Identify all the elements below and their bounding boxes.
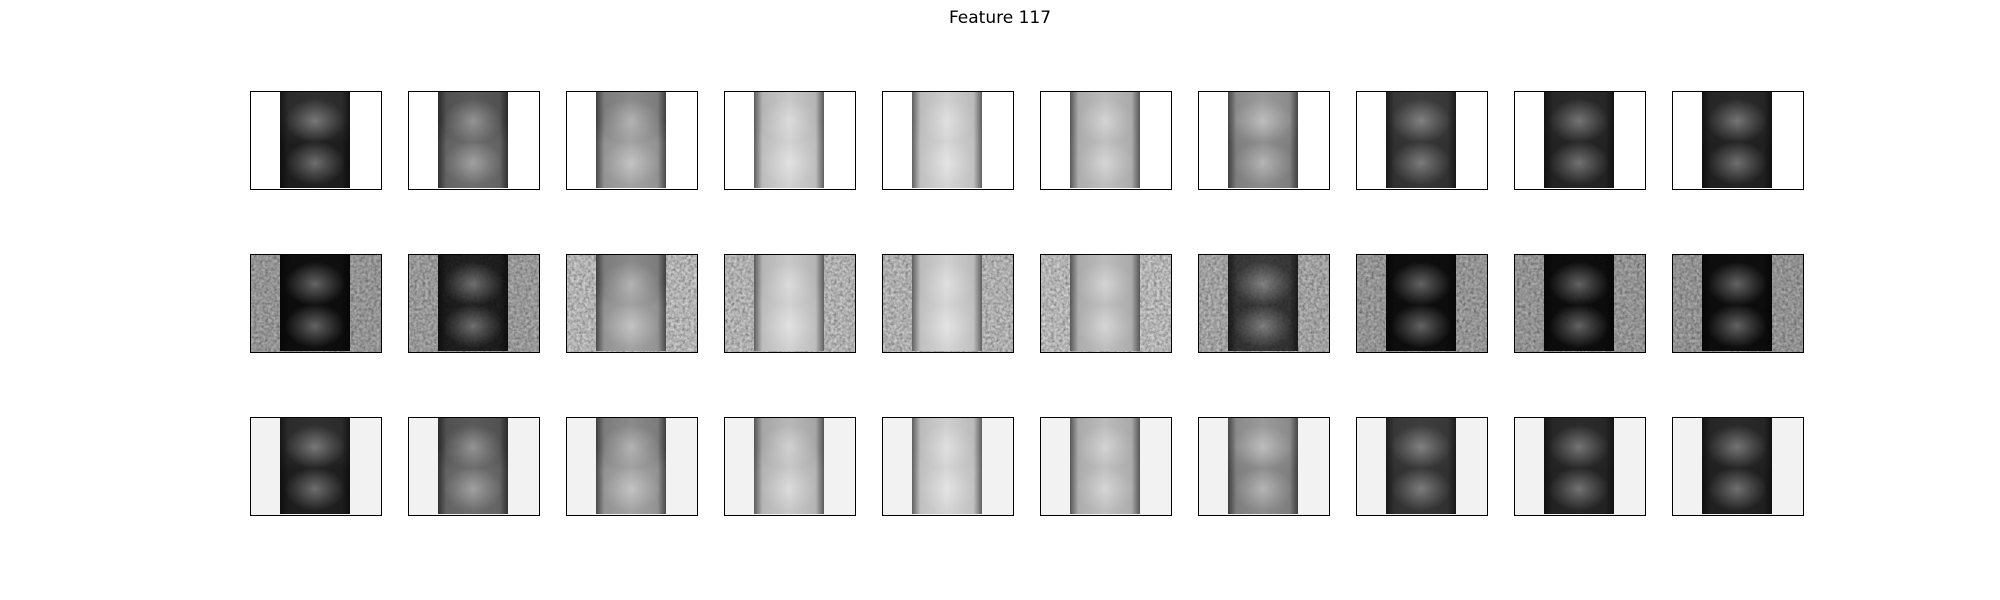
panel-shading xyxy=(912,418,982,514)
panel-border xyxy=(882,91,1014,190)
feature-panel xyxy=(1356,91,1488,190)
panel-shading xyxy=(1702,255,1772,351)
feature-panel xyxy=(724,91,856,190)
panel-shading xyxy=(1544,255,1614,351)
feature-panel xyxy=(1040,254,1172,353)
feature-panel xyxy=(566,417,698,516)
feature-panel xyxy=(1040,91,1172,190)
feature-panel xyxy=(724,417,856,516)
panel-shading xyxy=(280,92,350,188)
panel-border xyxy=(250,254,382,353)
panel-shading xyxy=(1544,418,1614,514)
panel-border xyxy=(882,417,1014,516)
panel-border xyxy=(1514,417,1646,516)
panel-shading xyxy=(912,255,982,351)
feature-panel xyxy=(1198,91,1330,190)
panel-border xyxy=(1672,417,1804,516)
panel-border xyxy=(724,417,856,516)
panel-border xyxy=(724,91,856,190)
panel-border xyxy=(1514,254,1646,353)
panel-shading xyxy=(912,92,982,188)
panel-shading xyxy=(754,418,824,514)
panel-shading xyxy=(1386,92,1456,188)
panel-border xyxy=(408,254,540,353)
panel-shading xyxy=(754,92,824,188)
feature-panel xyxy=(1356,254,1488,353)
panel-border xyxy=(408,91,540,190)
panel-shading xyxy=(1386,255,1456,351)
panel-border xyxy=(1040,91,1172,190)
feature-panel xyxy=(250,91,382,190)
panel-border xyxy=(566,417,698,516)
panel-border xyxy=(1198,417,1330,516)
panel-border xyxy=(1198,91,1330,190)
panel-border xyxy=(1672,254,1804,353)
panel-border xyxy=(566,91,698,190)
feature-panel xyxy=(724,254,856,353)
feature-panel xyxy=(1198,254,1330,353)
panel-shading xyxy=(1544,92,1614,188)
feature-panel xyxy=(1198,417,1330,516)
feature-panel xyxy=(566,91,698,190)
feature-panel xyxy=(250,254,382,353)
feature-panel xyxy=(408,254,540,353)
panel-shading xyxy=(438,255,508,351)
feature-panel xyxy=(882,254,1014,353)
feature-panel xyxy=(1672,417,1804,516)
feature-panel xyxy=(1040,417,1172,516)
feature-panel xyxy=(1514,91,1646,190)
panel-shading xyxy=(438,92,508,188)
feature-panel xyxy=(1672,254,1804,353)
feature-panel xyxy=(882,91,1014,190)
panel-shading xyxy=(596,92,666,188)
panel-border xyxy=(724,254,856,353)
feature-panel xyxy=(250,417,382,516)
panel-shading xyxy=(1228,255,1298,351)
panel-shading xyxy=(596,418,666,514)
panel-border xyxy=(1672,91,1804,190)
panel-border xyxy=(1514,91,1646,190)
panel-border xyxy=(250,417,382,516)
panel-border xyxy=(1198,254,1330,353)
feature-panel xyxy=(408,417,540,516)
feature-panel xyxy=(1356,417,1488,516)
feature-panel xyxy=(882,417,1014,516)
panel-shading xyxy=(1228,92,1298,188)
figure-title: Feature 117 xyxy=(948,8,1052,28)
panel-border xyxy=(1040,254,1172,353)
panel-shading xyxy=(280,418,350,514)
feature-panel xyxy=(1514,254,1646,353)
panel-border xyxy=(1040,417,1172,516)
panel-border xyxy=(1356,254,1488,353)
panel-shading xyxy=(1070,255,1140,351)
panel-shading xyxy=(754,255,824,351)
feature-panel xyxy=(1514,417,1646,516)
panel-border xyxy=(1356,417,1488,516)
panel-border xyxy=(882,254,1014,353)
panel-shading xyxy=(1070,92,1140,188)
feature-panel xyxy=(566,254,698,353)
panel-shading xyxy=(280,255,350,351)
panel-shading xyxy=(1702,418,1772,514)
panel-border xyxy=(408,417,540,516)
panel-shading xyxy=(438,418,508,514)
panel-shading xyxy=(596,255,666,351)
feature-panel xyxy=(1672,91,1804,190)
panel-border xyxy=(250,91,382,190)
panel-border xyxy=(566,254,698,353)
panel-shading xyxy=(1070,418,1140,514)
panel-shading xyxy=(1702,92,1772,188)
panel-border xyxy=(1356,91,1488,190)
panel-shading xyxy=(1386,418,1456,514)
panel-shading xyxy=(1228,418,1298,514)
feature-panel xyxy=(408,91,540,190)
